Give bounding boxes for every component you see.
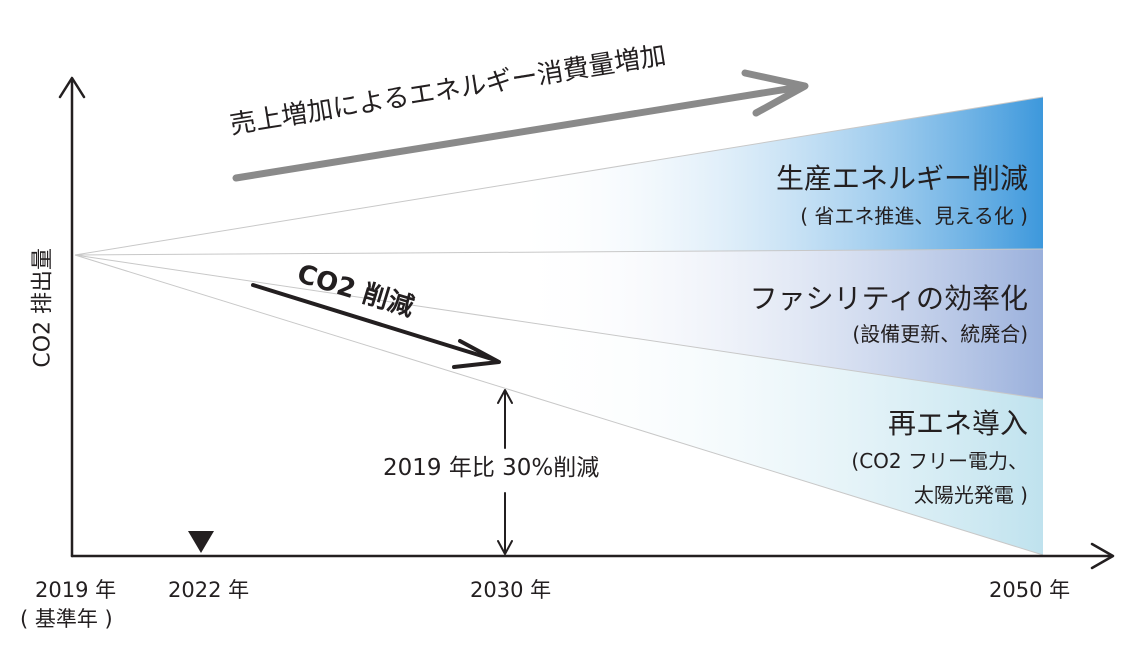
band-subtitle-renewable-line2: 太陽光発電 )	[913, 483, 1028, 507]
band-facility-efficiency	[75, 249, 1043, 399]
guide-line-top	[74, 96, 1044, 256]
tick-label-2030: 2030 年	[470, 578, 552, 602]
reduction-arrow-head-bottom	[497, 540, 513, 555]
reduction-target-label: 2019 年比 30%削減	[383, 455, 600, 481]
band-title-production-energy: 生産エネルギー削減	[775, 162, 1028, 195]
co2-arrow-head	[452, 339, 501, 369]
guide-line-upper	[74, 248, 1044, 256]
band-subtitle-renewable-line1: (CO2 フリー電力、	[851, 449, 1028, 473]
guide-line-lower	[74, 254, 1044, 400]
x-axis-arrowhead	[1090, 542, 1115, 570]
y-axis-arrowhead	[58, 76, 86, 99]
band-title-facility-efficiency: ファシリティの効率化	[749, 282, 1028, 315]
tick-sublabel-base-year: ( 基準年 )	[20, 607, 113, 631]
tick-label-2022: 2022 年	[168, 578, 250, 602]
tick-label-2050: 2050 年	[989, 578, 1071, 602]
y-axis-label: CO2 排出量	[30, 247, 56, 368]
band-subtitle-production-energy: ( 省エネ推進、見える化 )	[800, 204, 1028, 228]
tick-label-2019: 2019 年	[35, 578, 117, 602]
marker-2022-triangle	[188, 531, 214, 553]
co2-arrow-shaft	[251, 283, 497, 362]
band-title-renewable-energy: 再エネ導入	[887, 407, 1028, 440]
gray-arrow-shaft	[232, 83, 804, 182]
reduction-arrow-head-top	[497, 389, 513, 404]
gray-arrow-head	[741, 69, 809, 117]
guide-line-bottom	[74, 254, 1044, 556]
band-subtitle-facility-efficiency: (設備更新、統廃合)	[852, 322, 1028, 346]
